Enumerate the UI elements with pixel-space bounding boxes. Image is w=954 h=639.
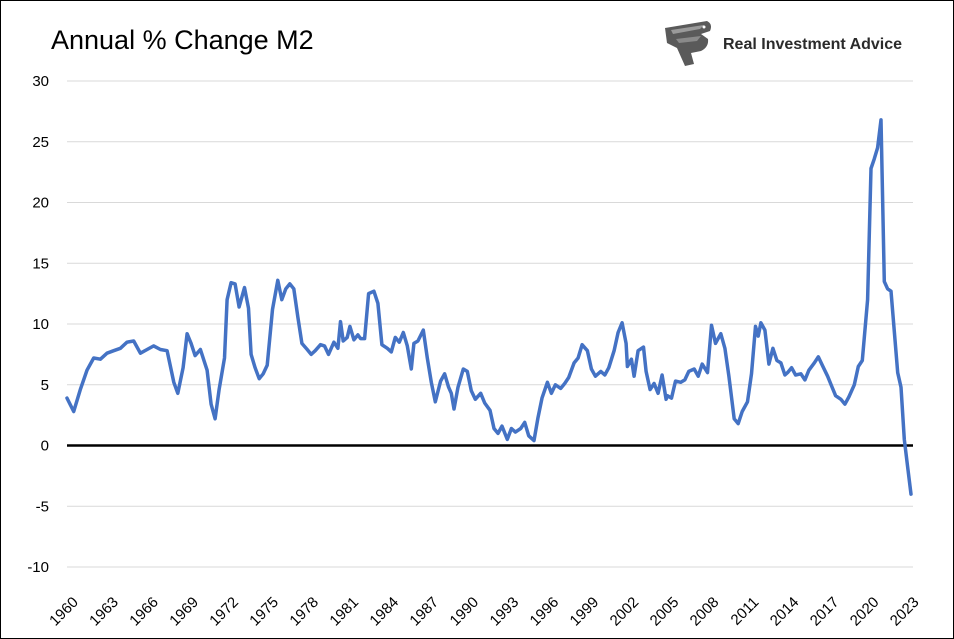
x-tick-label: 1990: [447, 594, 483, 630]
x-tick-label: 1966: [126, 594, 162, 630]
x-axis-ticks: 1960 1963 1966 1969 1972 1975 1978 1981 1984 1987…: [46, 594, 922, 630]
y-tick-label: -10: [27, 559, 49, 576]
y-tick-label: 5: [41, 377, 49, 394]
x-tick-label: 2005: [647, 594, 683, 630]
x-tick-label: 1993: [487, 594, 523, 630]
x-tick-label: 2014: [767, 594, 803, 630]
x-tick-label: 1969: [166, 594, 202, 630]
x-tick-label: 2008: [687, 594, 723, 630]
x-tick-label: 2017: [807, 594, 843, 630]
x-tick-label: 1963: [86, 594, 122, 630]
x-tick-label: 1999: [567, 594, 603, 630]
x-tick-label: 2020: [847, 594, 883, 630]
y-tick-label: 25: [32, 134, 49, 151]
y-tick-label: 30: [32, 73, 49, 90]
x-tick-label: 1960: [46, 594, 82, 630]
x-tick-label: 2023: [887, 594, 923, 630]
chart-title: Annual % Change M2: [51, 25, 314, 55]
x-tick-label: 1978: [286, 594, 322, 630]
y-tick-label: 15: [32, 255, 49, 272]
x-tick-label: 1981: [326, 594, 362, 630]
y-tick-label: 20: [32, 195, 49, 212]
gridlines: [67, 80, 913, 568]
y-tick-label: 10: [32, 316, 49, 333]
x-tick-label: 2002: [607, 594, 643, 630]
y-axis-ticks: 30 25 20 15 10 5 0 -5 -10: [27, 73, 49, 576]
x-tick-label: 2011: [728, 594, 763, 629]
x-tick-label: 1984: [366, 594, 402, 630]
brand-logo: Real Investment Advice: [665, 21, 902, 66]
eagle-logo-icon: [665, 21, 711, 66]
x-tick-label: 1996: [527, 594, 563, 630]
brand-name: Real Investment Advice: [723, 36, 902, 53]
y-tick-label: 0: [41, 438, 49, 455]
x-tick-label: 1972: [206, 594, 242, 630]
y-tick-label: -5: [36, 498, 49, 515]
x-tick-label: 1975: [246, 594, 282, 630]
x-tick-label: 1987: [406, 594, 442, 630]
series-line-0: [65, 118, 913, 496]
series-layer: [65, 118, 913, 496]
